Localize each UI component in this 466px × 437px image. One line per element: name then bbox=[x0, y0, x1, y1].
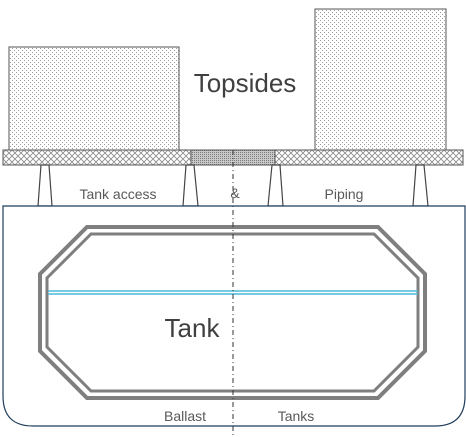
tank-access-label: Tank access bbox=[79, 186, 156, 202]
tanks-label: Tanks bbox=[278, 408, 315, 424]
support-leg-3 bbox=[267, 164, 284, 207]
support-leg-4 bbox=[412, 164, 429, 207]
ampersand-label: & bbox=[230, 185, 240, 201]
support-leg-2 bbox=[182, 164, 199, 207]
tank-label: Tank bbox=[165, 313, 221, 343]
topsides-module-right bbox=[314, 8, 447, 151]
topsides-module-left bbox=[8, 46, 180, 151]
deck-right bbox=[274, 149, 464, 166]
tank-inner-wall bbox=[45, 232, 420, 393]
topsides-label: Topsides bbox=[194, 68, 297, 98]
hull-outline bbox=[2, 205, 466, 427]
tank-outer-wall bbox=[38, 225, 427, 400]
ballast-label: Ballast bbox=[164, 408, 206, 424]
support-leg-1 bbox=[37, 164, 53, 207]
deck-left bbox=[2, 149, 192, 166]
piping-label: Piping bbox=[325, 186, 364, 202]
